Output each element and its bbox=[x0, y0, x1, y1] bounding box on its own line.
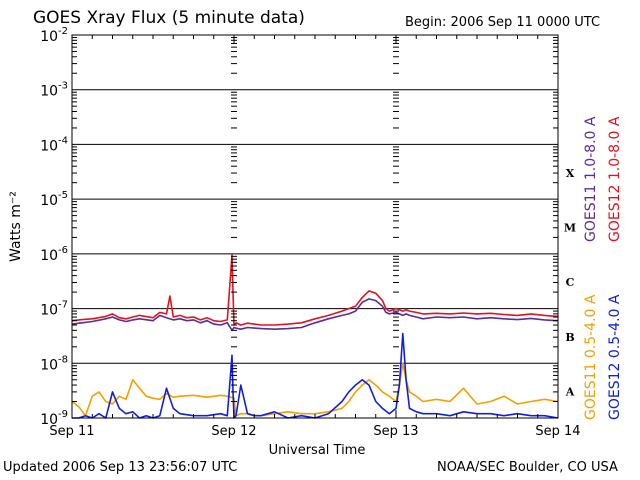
y-tick-label: 10-8 bbox=[40, 354, 68, 373]
x-tick-label: Sep 13 bbox=[373, 424, 418, 439]
flare-class-label: C bbox=[566, 276, 575, 289]
y-tick-exponent: -5 bbox=[58, 190, 68, 201]
x-tick-label: Sep 11 bbox=[49, 424, 94, 439]
series-layer bbox=[71, 254, 559, 419]
flare-class-label: M bbox=[564, 222, 576, 235]
y-axis-label-text: Watts m⁻² bbox=[8, 191, 24, 262]
flare-class-label: A bbox=[565, 386, 575, 399]
legend-goes11-long-label: GOES11 1.0-8.0 A bbox=[583, 116, 599, 242]
y-tick-exponent: -3 bbox=[58, 81, 68, 92]
x-tick-label: Sep 12 bbox=[211, 424, 256, 439]
grid-layer bbox=[72, 89, 558, 364]
y-tick-label: 10-7 bbox=[40, 300, 68, 319]
legend-goes11-long: GOES11 1.0-8.0 A bbox=[583, 117, 599, 242]
y-tick-exponent: -7 bbox=[58, 300, 68, 311]
y-tick-exponent: -6 bbox=[58, 245, 68, 256]
legend-goes12-long: GOES12 1.0-8.0 A bbox=[607, 117, 623, 242]
legend-goes12-short-label: GOES12 0.5-4.0 A bbox=[607, 294, 623, 420]
y-axis-label: Watts m⁻² bbox=[8, 191, 24, 262]
legend-goes11-short: GOES11 0.5-4.0 A bbox=[583, 295, 599, 420]
y-tick-exponent: -4 bbox=[58, 135, 68, 146]
chart-title: GOES Xray Flux (5 minute data) bbox=[33, 8, 305, 28]
x-axis-label: Universal Time bbox=[269, 443, 366, 458]
y-tick-label: 10-2 bbox=[40, 26, 68, 45]
flare-class-label: B bbox=[565, 331, 574, 344]
y-tick-exponent: -9 bbox=[58, 409, 68, 420]
series-line-1 bbox=[71, 254, 559, 326]
y-tick-exponent: -8 bbox=[58, 354, 68, 365]
plot-frame bbox=[71, 34, 559, 419]
begin-time-label: Begin: 2006 Sep 11 0000 UTC bbox=[405, 15, 601, 30]
y-tick-label: 10-6 bbox=[40, 245, 68, 264]
flare-class-label: X bbox=[566, 167, 575, 180]
legend-goes11-short-label: GOES11 0.5-4.0 A bbox=[583, 294, 599, 420]
y-tick-exponent: -2 bbox=[58, 26, 68, 37]
y-tick-label: 10-3 bbox=[40, 81, 68, 100]
legend-goes12-short: GOES12 0.5-4.0 A bbox=[607, 295, 623, 420]
y-tick-label: 10-5 bbox=[40, 190, 68, 209]
y-tick-label: 10-4 bbox=[40, 135, 68, 154]
credit-label: NOAA/SEC Boulder, CO USA bbox=[437, 460, 618, 475]
legend-goes12-long-label: GOES12 1.0-8.0 A bbox=[607, 116, 623, 242]
x-tick-label: Sep 14 bbox=[535, 424, 580, 439]
updated-timestamp: Updated 2006 Sep 13 23:56:07 UTC bbox=[3, 460, 238, 475]
series-line-3 bbox=[72, 332, 559, 419]
series-line-2 bbox=[71, 362, 559, 417]
series-line-0 bbox=[71, 298, 559, 332]
